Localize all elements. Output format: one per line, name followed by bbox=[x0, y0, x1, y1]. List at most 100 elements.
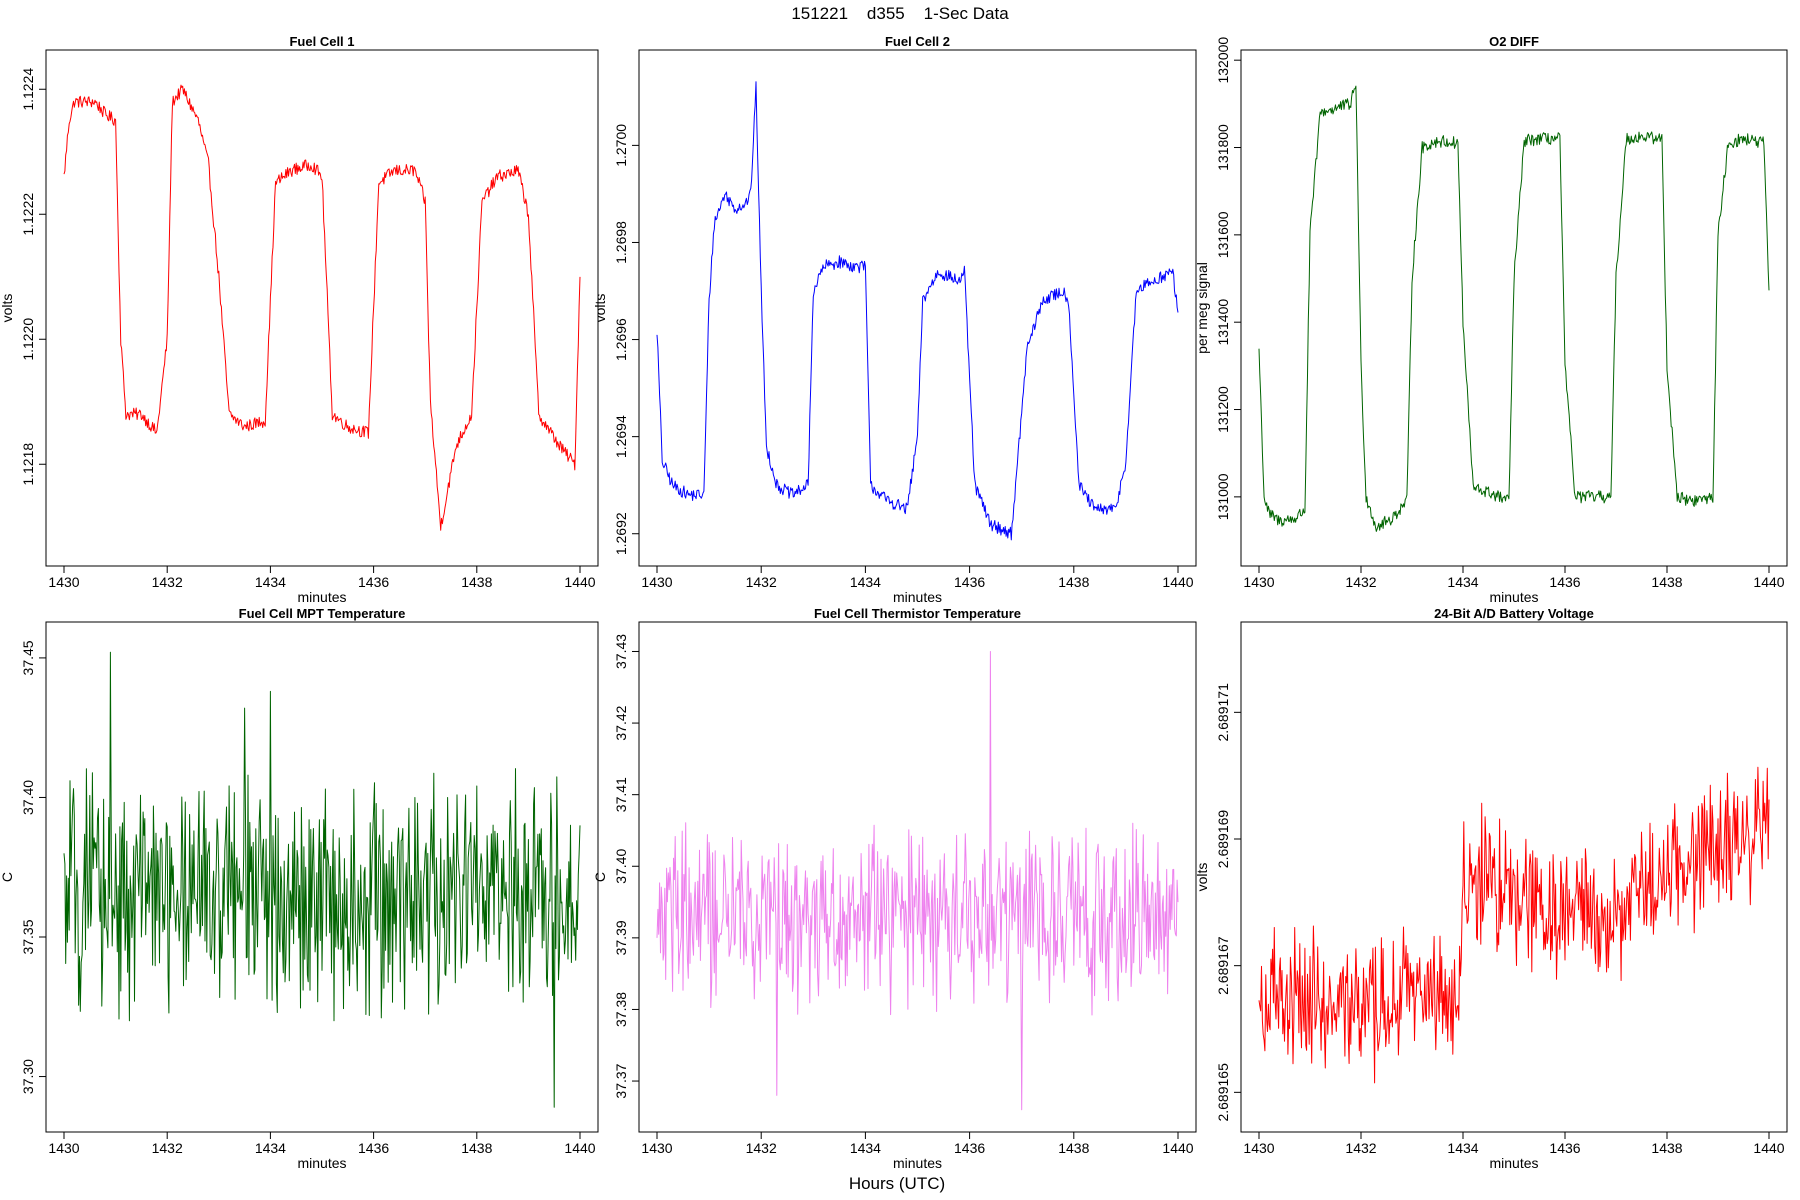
chart-title: Fuel Cell 2 bbox=[885, 34, 950, 49]
y-axis-label: volts bbox=[592, 294, 608, 323]
y-tick-label: 37.40 bbox=[613, 849, 629, 884]
chart-title: 24-Bit A/D Battery Voltage bbox=[1434, 606, 1594, 621]
y-tick-label: 1.2694 bbox=[613, 415, 629, 458]
x-tick-label: 1430 bbox=[1243, 574, 1274, 590]
series-line bbox=[63, 84, 581, 531]
plot-frame bbox=[638, 49, 1197, 567]
x-tick-label: 1436 bbox=[358, 1140, 389, 1156]
x-tick-label: 1436 bbox=[1549, 574, 1580, 590]
x-tick-label: 1434 bbox=[255, 574, 286, 590]
x-tick-label: 1430 bbox=[641, 1140, 672, 1156]
x-tick-label: 1440 bbox=[564, 1140, 595, 1156]
x-tick-label: 1434 bbox=[1447, 574, 1478, 590]
y-tick-label: 131200 bbox=[1215, 386, 1231, 433]
y-tick-label: 37.39 bbox=[613, 920, 629, 955]
y-tick-label: 37.30 bbox=[20, 1059, 36, 1094]
y-tick-label: 1.1224 bbox=[20, 68, 36, 111]
plot-frame bbox=[45, 621, 599, 1133]
y-tick-label: 1.2692 bbox=[613, 512, 629, 555]
x-tick-label: 1430 bbox=[48, 574, 79, 590]
x-tick-label: 1432 bbox=[1345, 574, 1376, 590]
plot-frame bbox=[45, 49, 599, 567]
x-tick-label: 1434 bbox=[850, 574, 881, 590]
plot-frame bbox=[1240, 49, 1788, 567]
x-tick-label: 1440 bbox=[1753, 574, 1784, 590]
x-tick-label: 1432 bbox=[152, 1140, 183, 1156]
y-axis-label: C bbox=[592, 872, 608, 882]
y-tick-label: 2.689167 bbox=[1215, 936, 1231, 995]
y-tick-label: 37.45 bbox=[20, 640, 36, 675]
y-axis-label: C bbox=[0, 872, 15, 882]
y-tick-label: 1.2698 bbox=[613, 221, 629, 264]
y-tick-label: 2.689169 bbox=[1215, 810, 1231, 869]
x-tick-label: 1432 bbox=[746, 574, 777, 590]
series-line bbox=[1258, 766, 1770, 1084]
y-tick-label: 1.1218 bbox=[20, 443, 36, 486]
y-tick-label: 131800 bbox=[1215, 124, 1231, 171]
y-tick-label: 37.40 bbox=[20, 780, 36, 815]
chart-title: Fuel Cell 1 bbox=[289, 34, 354, 49]
x-axis-label: minutes bbox=[297, 1155, 346, 1171]
x-tick-label: 1434 bbox=[850, 1140, 881, 1156]
x-axis-label: minutes bbox=[893, 1155, 942, 1171]
series-line bbox=[656, 81, 1179, 541]
x-tick-label: 1430 bbox=[1243, 1140, 1274, 1156]
y-tick-label: 37.38 bbox=[613, 992, 629, 1027]
y-tick-label: 2.689165 bbox=[1215, 1063, 1231, 1122]
plot-frame bbox=[638, 621, 1197, 1133]
x-tick-label: 1438 bbox=[461, 574, 492, 590]
y-tick-label: 37.41 bbox=[613, 777, 629, 812]
x-tick-label: 1430 bbox=[48, 1140, 79, 1156]
figure-xlabel: Hours (UTC) bbox=[849, 1174, 945, 1193]
y-tick-label: 37.43 bbox=[613, 634, 629, 669]
x-tick-label: 1432 bbox=[1345, 1140, 1376, 1156]
chart-title: O2 DIFF bbox=[1489, 34, 1539, 49]
x-tick-label: 1434 bbox=[255, 1140, 286, 1156]
x-tick-label: 1432 bbox=[746, 1140, 777, 1156]
y-tick-label: 131600 bbox=[1215, 211, 1231, 258]
x-tick-label: 1438 bbox=[1058, 574, 1089, 590]
x-tick-label: 1436 bbox=[358, 574, 389, 590]
x-axis-label: minutes bbox=[893, 589, 942, 605]
panel-fuel-cell-1: Fuel Cell 1 1430 1432 1434 1436 1438 1440 minut… bbox=[0, 34, 599, 605]
panel-fuel-cell-mpt-temperature: Fuel Cell MPT Temperature 1430 1432 1434 143… bbox=[0, 606, 599, 1171]
y-tick-label: 2.689171 bbox=[1215, 683, 1231, 742]
panel-fuel-cell-2: Fuel Cell 2 1430 1432 1434 1436 1438 1440 minut… bbox=[592, 34, 1197, 605]
x-tick-label: 1440 bbox=[564, 574, 595, 590]
chart-title: Fuel Cell MPT Temperature bbox=[239, 606, 406, 621]
x-tick-label: 1436 bbox=[954, 574, 985, 590]
y-tick-label: 1.2700 bbox=[613, 124, 629, 167]
x-tick-label: 1432 bbox=[152, 574, 183, 590]
y-tick-label: 37.35 bbox=[20, 919, 36, 954]
x-axis-label: minutes bbox=[1489, 589, 1538, 605]
y-tick-label: 37.37 bbox=[613, 1063, 629, 1098]
x-tick-label: 1438 bbox=[1651, 1140, 1682, 1156]
x-tick-label: 1438 bbox=[461, 1140, 492, 1156]
x-tick-label: 1440 bbox=[1162, 1140, 1193, 1156]
x-tick-label: 1430 bbox=[641, 574, 672, 590]
panel-fuel-cell-thermistor-temperature: Fuel Cell Thermistor Temperature 1430 1432… bbox=[592, 606, 1197, 1171]
y-axis-label: per meg signal bbox=[1194, 262, 1210, 354]
series-line bbox=[1258, 85, 1770, 532]
x-axis-label: minutes bbox=[297, 589, 346, 605]
figure-title: 151221 d355 1-Sec Data bbox=[791, 4, 1009, 23]
chart-title: Fuel Cell Thermistor Temperature bbox=[814, 606, 1021, 621]
y-tick-label: 131400 bbox=[1215, 299, 1231, 346]
y-tick-label: 1.1220 bbox=[20, 318, 36, 361]
series-line bbox=[63, 651, 581, 1108]
x-tick-label: 1440 bbox=[1162, 574, 1193, 590]
x-tick-label: 1436 bbox=[1549, 1140, 1580, 1156]
x-tick-label: 1440 bbox=[1753, 1140, 1784, 1156]
x-tick-label: 1434 bbox=[1447, 1140, 1478, 1156]
x-tick-label: 1436 bbox=[954, 1140, 985, 1156]
panel-battery-voltage: 24-Bit A/D Battery Voltage 1430 1432 1434 14… bbox=[1194, 606, 1788, 1171]
y-axis-label: volts bbox=[0, 294, 15, 323]
series-line bbox=[656, 651, 1179, 1111]
x-tick-label: 1438 bbox=[1651, 574, 1682, 590]
x-axis-label: minutes bbox=[1489, 1155, 1538, 1171]
y-tick-label: 132000 bbox=[1215, 37, 1231, 84]
plot-frame bbox=[1240, 621, 1788, 1133]
y-axis-label: volts bbox=[1194, 863, 1210, 892]
y-tick-label: 131000 bbox=[1215, 473, 1231, 520]
